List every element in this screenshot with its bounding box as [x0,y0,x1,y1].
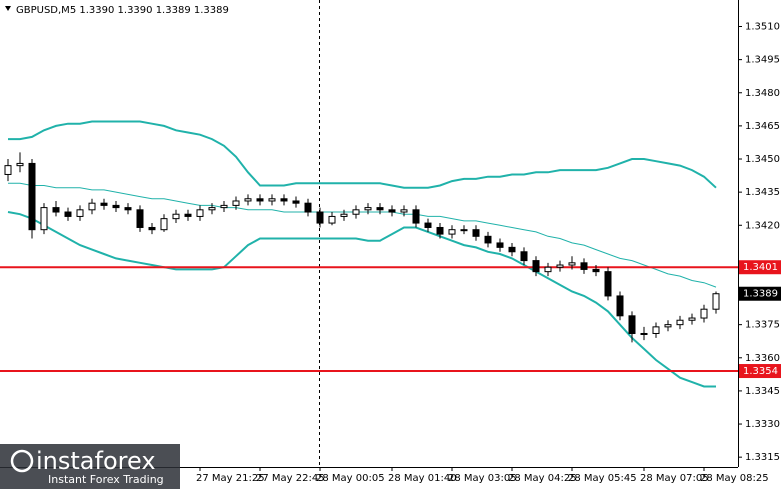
candle-body [592,268,600,273]
candle-body [100,202,108,206]
candle-body [520,251,528,262]
candle-body [244,198,252,202]
candle-body [604,271,612,297]
y-tick-label: 1.3495 [745,55,780,66]
y-tick-label: 1.3330 [745,419,780,430]
logo-icon [10,449,34,473]
x-tick-label: 28 May 08:25 [700,473,769,484]
logo-tagline: Instant Forex Trading [48,473,164,486]
y-tick-label: 1.3510 [745,22,780,33]
candle-body [112,204,120,209]
x-tick-label: 28 May 05:45 [568,473,637,484]
candle-body [664,324,672,328]
y-tick-label: 1.3375 [745,320,780,331]
band-lower [7,211,716,388]
level-label-box [739,260,781,275]
candle-body [16,162,24,167]
candle-body [496,242,504,248]
x-tick-label: 28 May 04:25 [508,473,577,484]
candle-body [196,209,204,217]
candle-body [508,246,516,253]
candle-body [712,293,720,310]
candle-body [400,209,408,213]
x-tick-label: 28 May 03:05 [448,473,517,484]
candle-body [676,319,684,326]
candle-body [364,207,372,211]
candle-body [124,207,132,211]
band-middle [8,182,717,288]
candle-body [568,262,576,266]
candle-body [52,207,60,213]
candle-body [220,204,228,209]
candle-body [4,165,12,175]
candle-body [136,209,144,228]
last-price-box [739,286,781,301]
candle-body [88,202,96,211]
x-tick-label: 28 May 01:40 [388,473,457,484]
chart-title: GBPUSD,M5 1.3390 1.3390 1.3389 1.3389 [16,5,229,16]
x-tick-label: 28 May 07:05 [640,473,709,484]
candle-body [328,215,336,224]
x-tick-label: 27 May 21:25 [196,473,265,484]
candle-body [232,200,240,206]
candle-body [376,207,384,211]
last-price-label: 1.3389 [743,289,778,300]
y-tick-label: 1.3450 [745,154,780,165]
candle-body [556,264,564,268]
candle-body [628,315,636,334]
candle-body [700,308,708,319]
candle-body [28,162,36,231]
candle-body [640,332,648,335]
candle-body [448,229,456,235]
candle-body [40,207,48,231]
candle-body [340,213,348,217]
candle-body [76,209,84,217]
logo-brand: instaforex [36,447,156,475]
candle-body [436,226,444,235]
y-tick-label: 1.3465 [745,121,780,132]
y-tick-label: 1.3360 [745,353,780,364]
y-tick-label: 1.3480 [745,88,780,99]
y-tick-label: 1.3345 [745,386,780,397]
candle-body [388,209,396,213]
candle-body [280,198,288,202]
candle-body [292,200,300,204]
candle-body [304,202,312,213]
candle-body [472,229,480,237]
candle-body [160,218,168,231]
plot-area [0,120,738,388]
candle-body [172,213,180,220]
candle-body [424,222,432,228]
candle-body [652,326,660,334]
candle-body [208,207,216,211]
candle-body [148,226,156,231]
candle-body [580,262,588,270]
y-tick-label: 1.3420 [745,220,780,231]
candle-body [688,317,696,321]
candle-body [64,211,72,217]
level-label: 1.3354 [743,366,778,377]
title-icon [5,6,11,11]
level-label-box [739,364,781,379]
candle-body [544,266,552,273]
y-tick-label: 1.3315 [745,452,780,463]
candle-body [616,295,624,317]
candle-body [316,211,324,224]
level-label: 1.3401 [743,262,778,273]
candle-body [532,260,540,273]
y-tick-label: 1.3435 [745,187,780,198]
candle-body [412,209,420,224]
candle-body [256,198,264,202]
candle-body [352,209,360,215]
candle-body [484,235,492,244]
x-tick-label: 28 May 00:05 [316,473,385,484]
band-upper [8,120,717,189]
x-tick-label: 27 May 22:45 [256,473,325,484]
candle-body [268,198,276,202]
candle-body [184,213,192,217]
candle-body [460,229,468,232]
